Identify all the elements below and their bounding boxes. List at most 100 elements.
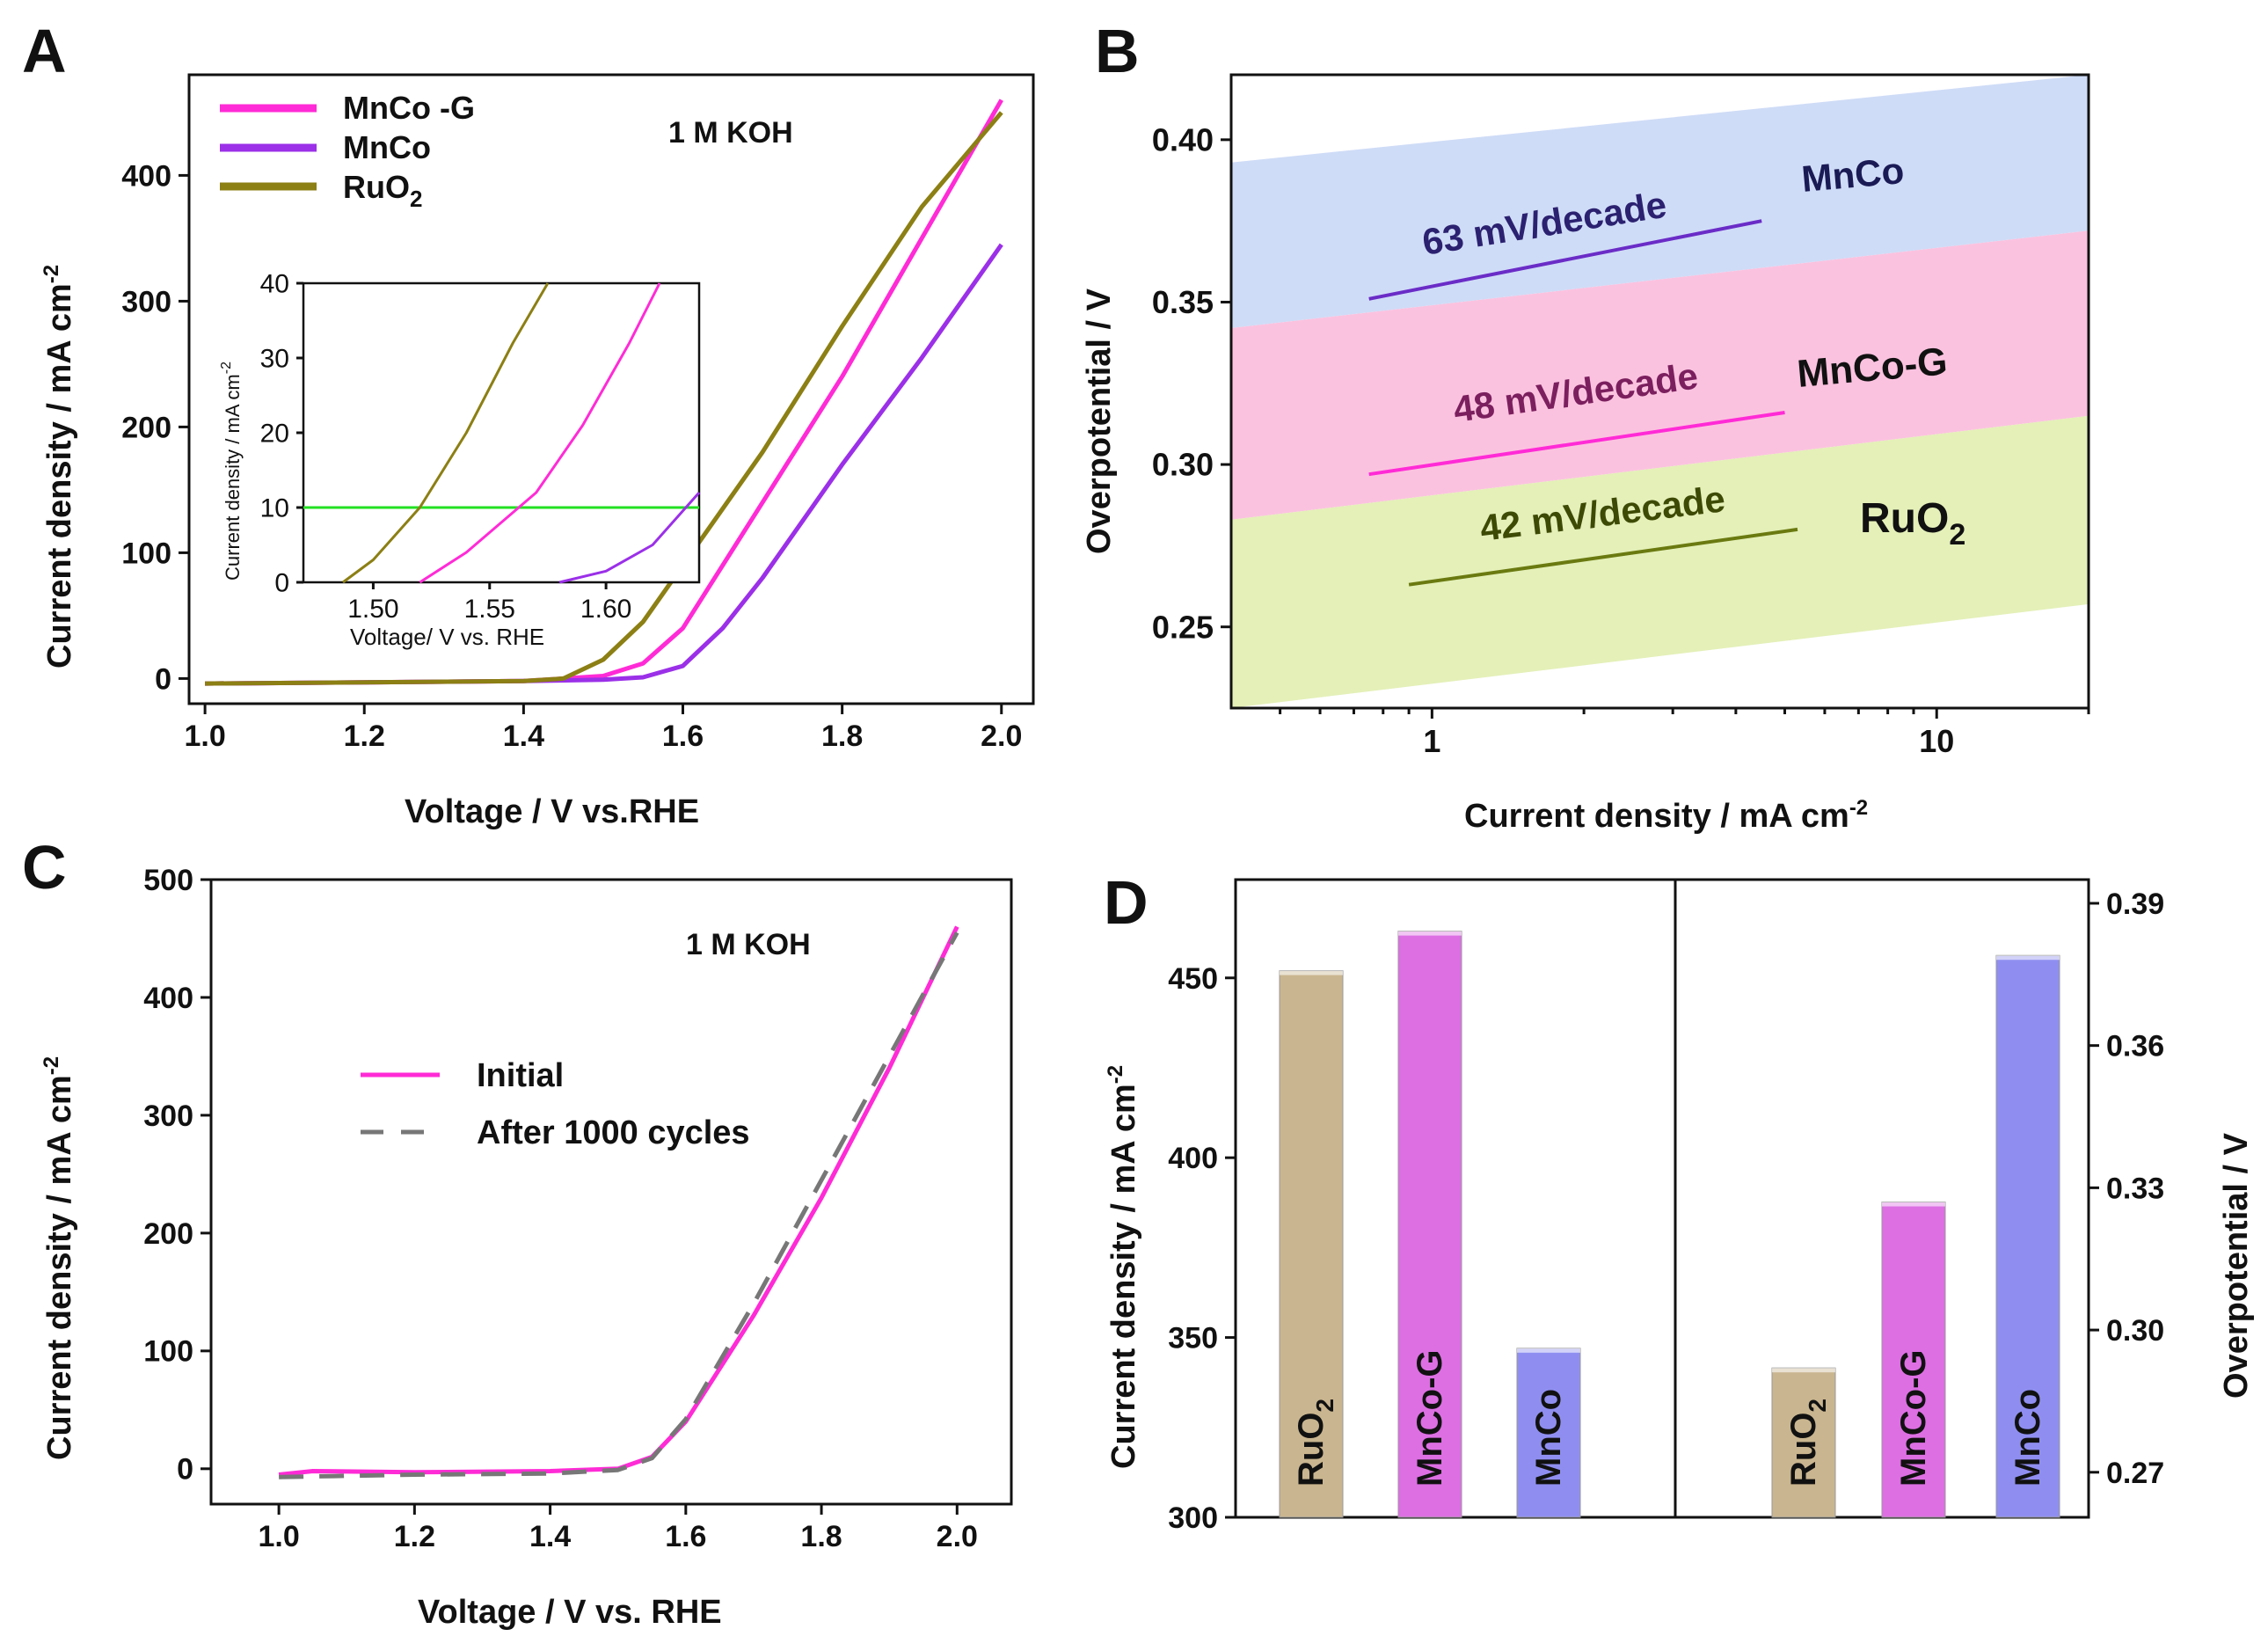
x-tick-label: 1.8 — [821, 720, 863, 753]
panel-b: 1 100.250.300.350.40 63 mV/decade MnCo 48… — [1081, 73, 2090, 835]
panel-c-legend: Initial After 1000 cycles — [361, 1057, 750, 1151]
bar-highlight — [1398, 931, 1462, 936]
panel-d-ylabel: Current density / mA cm-2 — [1104, 1065, 1142, 1469]
y-tick-label: 200 — [143, 1217, 193, 1251]
x-tick-label: 2.0 — [937, 1520, 978, 1553]
y-tick-label: 40 — [260, 270, 289, 299]
y-tick-label: 350 — [1168, 1322, 1218, 1355]
panel-letter-d: D — [1104, 868, 1149, 937]
bar-highlight — [1996, 955, 2060, 961]
panel-a-frame — [187, 73, 1035, 705]
legend-label-ruo2: RuO2 — [343, 169, 422, 212]
panel-letter-c: C — [22, 833, 67, 902]
y2-tick-label: 0.33 — [2106, 1172, 2164, 1205]
panel-letter-a: A — [22, 17, 67, 85]
legend-label-mnco: MnCo — [343, 129, 431, 165]
x-tick-label: 1.2 — [344, 720, 385, 753]
y-tick-label: 300 — [1168, 1501, 1218, 1535]
y-tick-label: 20 — [260, 420, 289, 449]
y-tick-label: 0.40 — [1152, 121, 1214, 157]
x-tick-label: 10 — [1919, 723, 1954, 759]
x-tick-label: 1.4 — [503, 720, 544, 753]
y-tick-label: 0.30 — [1152, 447, 1214, 483]
bar-overpotential-mnco-g — [1881, 1202, 1946, 1518]
y-tick-label: 400 — [143, 982, 193, 1015]
y2-tick-label: 0.27 — [2106, 1457, 2164, 1490]
panel-a-inset: 1.50 1.55 1.60 0 10 20 30 40 Voltage/ V vs. RHE… — [219, 270, 701, 650]
series-line-initial — [278, 925, 959, 1477]
bar-overpotential-mnco — [1995, 954, 2060, 1518]
x-tick-label: 1.0 — [184, 720, 225, 753]
bar-current-mnco-g — [1397, 931, 1462, 1518]
legend-label-mnco-g: MnCo -G — [343, 90, 475, 126]
series-line-ruo2 — [1408, 527, 1798, 587]
bar-overpotential-ruo — [1771, 1367, 1836, 1518]
band-mnco — [1231, 75, 2089, 328]
panel-a-legend: MnCo -G MnCo RuO2 — [220, 90, 475, 212]
series-line-mnco-g — [1368, 411, 1785, 477]
panel-c-xlabel: Voltage / V vs. RHE — [418, 1594, 722, 1631]
panel-b-name-label-ruo2: RuO2 — [1860, 495, 1965, 552]
x-tick-label: 1 — [1423, 723, 1440, 759]
panel-a-xlabel: Voltage / V vs.RHE — [405, 793, 699, 830]
y-tick-label: 400 — [1168, 1142, 1218, 1175]
x-tick-label: 1.2 — [394, 1520, 435, 1553]
y-tick-label: 100 — [143, 1335, 193, 1369]
bar-current-ruo — [1279, 970, 1344, 1518]
y-tick-label: 500 — [143, 864, 193, 897]
panel-a-ylabel: Current density / mA cm-2 — [40, 265, 78, 668]
y-tick-label: 0.25 — [1152, 609, 1214, 645]
band-mnco-g — [1231, 230, 2089, 520]
y-tick-label: 450 — [1168, 962, 1218, 996]
panel-c-ylabel: Current density / mA cm-2 — [40, 1056, 78, 1460]
y2-tick-label: 0.30 — [2106, 1314, 2164, 1348]
y-tick-label: 200 — [121, 411, 171, 444]
panel-b-xlabel: Current density / mA cm-2 — [1464, 796, 1868, 835]
bar-highlight — [1882, 1202, 1945, 1207]
panel-c-annotation: 1 M KOH — [686, 928, 811, 961]
inset-frame — [302, 281, 701, 584]
y-tick-label: 100 — [121, 537, 171, 570]
panel-d-y2label: Overpotential / V — [2218, 1132, 2255, 1399]
y-tick-label: 0.35 — [1152, 284, 1214, 320]
y-tick-label: 0 — [177, 1453, 193, 1487]
inset-ylabel: Current density / mA cm-2 — [219, 362, 244, 581]
series-line-ruo2 — [205, 111, 1003, 686]
y-tick-label: 10 — [260, 494, 289, 523]
y-tick-label: 300 — [121, 285, 171, 318]
x-tick-label: 1.60 — [580, 595, 631, 624]
legend-label-after: After 1000 cycles — [477, 1114, 750, 1151]
bar-highlight — [1517, 1348, 1580, 1353]
series-line-mnco-g — [419, 282, 661, 584]
bar-label: RuO2 — [1292, 1399, 1338, 1487]
bar-label: MnCo — [1529, 1389, 1568, 1487]
y-tick-label: 30 — [260, 345, 289, 374]
y2-tick-label: 0.39 — [2106, 888, 2164, 921]
x-tick-label: 1.8 — [800, 1520, 842, 1553]
y2-tick-label: 0.36 — [2106, 1030, 2164, 1063]
y-tick-label: 0 — [274, 569, 289, 598]
band-ruo2 — [1231, 415, 2089, 708]
series-line-after-1000-cycles — [279, 931, 959, 1479]
legend-label-initial: Initial — [477, 1057, 564, 1094]
bar-label: MnCo-G — [1894, 1349, 1933, 1487]
series-line-ruo2 — [342, 282, 550, 584]
bar-highlight — [1772, 1368, 1835, 1373]
panel-c: 1.0 1.2 1.4 1.6 1.8 2.0 0 100 200 300 400 500 1 M K… — [40, 864, 1013, 1631]
bar-label: MnCo-G — [1411, 1349, 1449, 1487]
bar-highlight — [1280, 970, 1343, 975]
bar-label: RuO2 — [1784, 1399, 1831, 1487]
x-tick-label: 1.6 — [662, 720, 704, 753]
y-tick-label: 400 — [121, 159, 171, 193]
x-tick-label: 2.0 — [981, 720, 1022, 753]
inset-xlabel: Voltage/ V vs. RHE — [350, 624, 544, 650]
panel-d-frame — [1234, 878, 2090, 1519]
y-tick-label: 0 — [155, 662, 171, 696]
panel-a-annotation: 1 M KOH — [668, 116, 793, 150]
panel-b-name-label-mnco: MnCo — [1800, 150, 1906, 200]
panel-letter-b: B — [1095, 17, 1140, 85]
series-line-mnco — [1368, 219, 1762, 301]
panel-b-ylabel: Overpotential / V — [1081, 288, 1118, 554]
panel-c-frame — [209, 878, 1013, 1506]
